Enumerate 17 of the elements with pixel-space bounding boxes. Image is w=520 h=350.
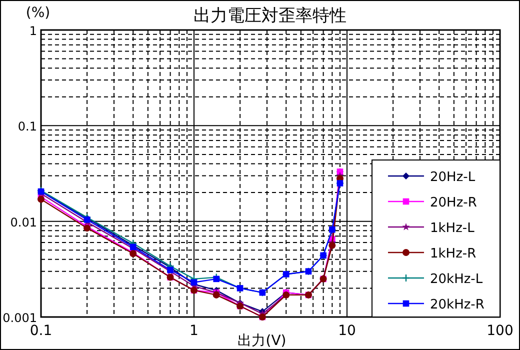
x-axis-title: 出力(V) (238, 333, 286, 349)
x-tick-label: 1 (190, 323, 198, 339)
x-tick-label: 100 (486, 323, 514, 339)
y-tick-label: 0.1 (18, 120, 37, 134)
legend-label: 1kHz-L (430, 221, 476, 236)
x-tick-label: 10 (338, 323, 356, 339)
legend-label: 1kHz-R (430, 246, 476, 262)
legend-label: 20Hz-R (430, 196, 477, 210)
chart-title: 出力電圧対歪率特性 (194, 6, 346, 26)
legend-label: 20Hz-L (430, 170, 476, 185)
legend-label: 20kHz-L (430, 272, 484, 287)
legend-label: 20kHz-R (430, 298, 484, 312)
x-tick-label: 0.1 (30, 323, 52, 339)
y-axis-title: (%) (26, 5, 50, 21)
y-tick-label: 0.01 (10, 215, 37, 230)
y-tick-label: 0.001 (2, 311, 37, 325)
y-tick-label: 1 (29, 24, 37, 38)
